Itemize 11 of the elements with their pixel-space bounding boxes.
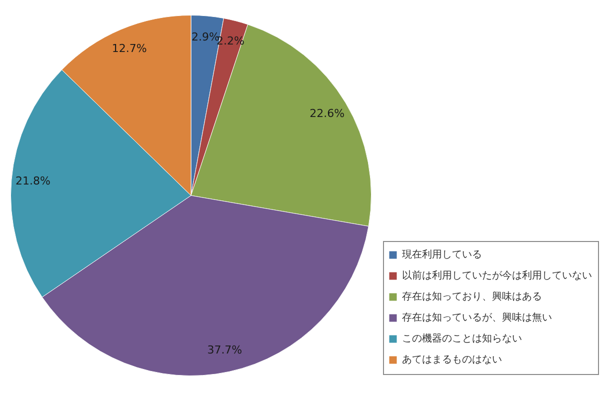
- legend-label: 以前は利用していたが今は利用していない: [402, 270, 592, 282]
- legend-label: 存在は知っているが、興味は無い: [402, 312, 552, 324]
- legend-label: 存在は知っており、興味はある: [402, 290, 542, 303]
- data-label: 37.7%: [207, 343, 242, 356]
- data-label: 12.7%: [112, 42, 147, 56]
- legend-label: あてはまるものはない: [402, 354, 502, 366]
- data-label: 21.8%: [15, 174, 50, 188]
- legend-label: 現在利用している: [402, 248, 482, 261]
- data-label: 2.9%: [191, 30, 220, 44]
- legend-label: この機器のことは知らない: [402, 332, 522, 345]
- data-label: 22.6%: [310, 106, 345, 120]
